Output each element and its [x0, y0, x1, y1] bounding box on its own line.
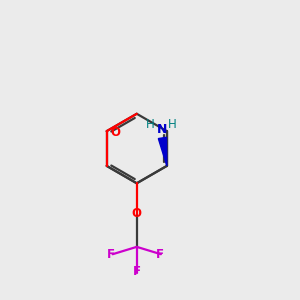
- Text: H: H: [168, 118, 177, 130]
- Text: O: O: [110, 126, 120, 139]
- Text: F: F: [155, 248, 164, 261]
- Text: F: F: [133, 266, 141, 278]
- Text: F: F: [107, 248, 115, 261]
- Text: H: H: [146, 118, 154, 130]
- Text: O: O: [132, 207, 142, 220]
- Polygon shape: [158, 137, 167, 166]
- Text: N: N: [157, 123, 168, 136]
